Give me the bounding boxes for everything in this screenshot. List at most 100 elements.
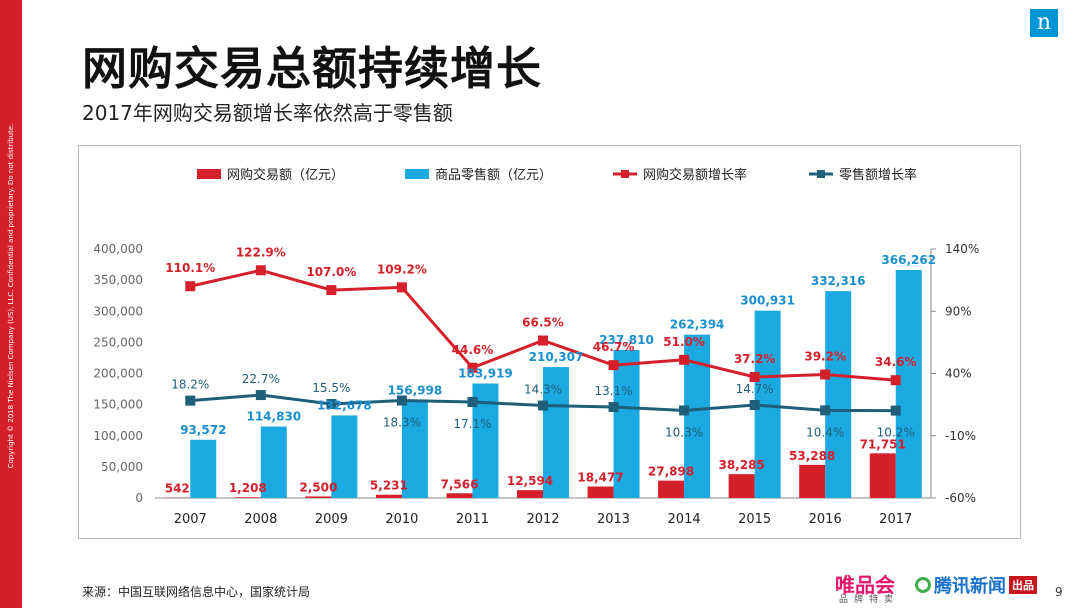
retail-rate-label: 13.1% bbox=[594, 384, 632, 398]
retail-rate-marker bbox=[608, 401, 619, 412]
retail-sales-label: 210,307 bbox=[529, 350, 584, 364]
online-sales-label: 2,500 bbox=[299, 480, 337, 494]
retail-rate-label: 18.3% bbox=[383, 416, 421, 430]
online-rate-label: 34.6% bbox=[875, 355, 917, 369]
copyright-text: Copyright © 2018 The Nielsen Company (US… bbox=[7, 123, 15, 469]
x-axis-tick: 2013 bbox=[597, 512, 630, 527]
left-axis-tick: 300,000 bbox=[93, 304, 143, 318]
online-rate-label: 109.2% bbox=[377, 262, 427, 276]
left-axis-tick: 150,000 bbox=[93, 398, 143, 412]
left-axis-tick: 100,000 bbox=[93, 429, 143, 443]
retail-sales-bar bbox=[543, 367, 569, 498]
source-note: 来源：中国互联网络信息中心，国家统计局 bbox=[82, 585, 311, 599]
retail-sales-label: 132,678 bbox=[317, 398, 372, 412]
retail-sales-label: 114,830 bbox=[246, 410, 301, 424]
right-axis-tick: 140% bbox=[945, 242, 979, 256]
x-axis-tick: 2009 bbox=[315, 512, 348, 527]
online-rate-marker bbox=[326, 285, 337, 296]
online-rate-marker bbox=[255, 265, 266, 276]
online-rate-label: 107.0% bbox=[306, 265, 356, 279]
left-axis-tick: 200,000 bbox=[93, 367, 143, 381]
online-rate-label: 110.1% bbox=[165, 261, 215, 275]
online-sales-bar bbox=[234, 497, 261, 498]
page-number: 9 bbox=[1055, 585, 1063, 599]
retail-rate-label: 15.5% bbox=[312, 381, 350, 395]
retail-rate-label: 14.3% bbox=[524, 382, 562, 396]
online-rate-label: 51.0% bbox=[663, 335, 705, 349]
vip-brand: 唯品会 bbox=[835, 573, 895, 597]
x-axis-tick: 2016 bbox=[809, 512, 842, 527]
retail-rate-marker bbox=[467, 397, 478, 408]
x-axis-tick: 2007 bbox=[174, 512, 207, 527]
tencent-news-brand: 腾讯新闻 出品 bbox=[915, 572, 1037, 598]
online-sales-bar bbox=[375, 494, 402, 498]
retail-sales-label: 93,572 bbox=[180, 423, 226, 437]
retail-rate-label: 22.7% bbox=[242, 372, 280, 386]
online-sales-label: 7,566 bbox=[440, 477, 478, 491]
online-rate-marker bbox=[890, 375, 901, 386]
retail-rate-marker bbox=[326, 399, 337, 410]
legend-swatch bbox=[197, 169, 221, 179]
copyright-strip: Copyright © 2018 The Nielsen Company (US… bbox=[0, 0, 22, 608]
slide-subtitle: 2017年网购交易额增长率依然高于零售额 bbox=[82, 101, 453, 125]
online-rate-marker bbox=[608, 360, 619, 371]
retail-sales-bar bbox=[260, 426, 287, 498]
online-sales-bar bbox=[587, 486, 614, 498]
retail-sales-label: 183,919 bbox=[458, 367, 513, 381]
online-sales-bar bbox=[305, 496, 332, 498]
online-rate-label: 44.6% bbox=[452, 343, 494, 357]
x-axis-tick: 2015 bbox=[738, 512, 771, 527]
retail-sales-label: 300,931 bbox=[740, 294, 795, 308]
nielsen-logo: n bbox=[1030, 9, 1058, 37]
retail-sales-label: 332,316 bbox=[811, 274, 866, 288]
retail-rate-marker bbox=[538, 400, 548, 411]
retail-sales-bar bbox=[401, 400, 428, 498]
retail-sales-bar bbox=[613, 349, 640, 498]
retail-rate-marker bbox=[679, 405, 690, 416]
legend-label: 商品零售额（亿元） bbox=[435, 167, 552, 183]
online-sales-bar bbox=[869, 453, 896, 498]
left-axis-tick: 400,000 bbox=[93, 242, 143, 256]
online-rate-label: 46.7% bbox=[593, 340, 635, 354]
online-sales-bar bbox=[799, 464, 826, 498]
online-rate-label: 66.5% bbox=[522, 316, 564, 330]
online-sales-bar bbox=[517, 490, 543, 498]
vip-brand-sub: 品牌特卖 bbox=[839, 595, 900, 605]
retail-sales-label: 262,394 bbox=[670, 318, 725, 332]
tencent-news-tag: 出品 bbox=[1009, 576, 1037, 594]
online-rate-marker bbox=[749, 371, 760, 382]
right-axis-tick: 40% bbox=[945, 367, 972, 381]
online-sales-label: 18,477 bbox=[577, 470, 623, 484]
retail-sales-label: 237,810 bbox=[599, 333, 654, 347]
online-sales-label: 1,208 bbox=[229, 481, 267, 495]
x-axis-tick: 2011 bbox=[456, 512, 489, 527]
online-sales-bar bbox=[658, 480, 685, 498]
right-axis-tick: -60% bbox=[945, 491, 976, 505]
retail-sales-label: 366,262 bbox=[881, 253, 936, 267]
retail-sales-bar bbox=[190, 439, 217, 498]
retail-rate-label: 10.3% bbox=[665, 425, 703, 439]
left-axis-tick: 350,000 bbox=[93, 273, 143, 287]
online-sales-label: 38,285 bbox=[718, 458, 764, 472]
left-axis-tick: 50,000 bbox=[101, 460, 143, 474]
retail-rate-label: 10.4% bbox=[806, 425, 844, 439]
online-rate-label: 37.2% bbox=[734, 352, 776, 366]
x-axis-tick: 2012 bbox=[526, 512, 559, 527]
retail-rate-marker bbox=[749, 399, 760, 410]
retail-sales-bar bbox=[825, 291, 852, 498]
tencent-news-label: 腾讯新闻 bbox=[934, 576, 1006, 597]
online-sales-label: 12,594 bbox=[507, 474, 553, 488]
legend-label: 网购交易额增长率 bbox=[643, 167, 747, 183]
online-rate-label: 39.2% bbox=[804, 349, 846, 363]
slide-title: 网购交易总额持续增长 bbox=[82, 42, 543, 95]
left-axis-tick: 250,000 bbox=[93, 335, 143, 349]
retail-sales-label: 156,998 bbox=[388, 383, 443, 397]
retail-rate-label: 14.7% bbox=[736, 382, 774, 396]
tencent-news-icon bbox=[915, 577, 931, 593]
retail-rate-marker bbox=[396, 395, 407, 406]
retail-rate-label: 17.1% bbox=[453, 417, 491, 431]
legend-label: 网购交易额（亿元） bbox=[227, 167, 344, 183]
x-axis-tick: 2008 bbox=[244, 512, 277, 527]
online-sales-label: 27,898 bbox=[648, 465, 694, 479]
retail-rate-marker bbox=[255, 390, 266, 401]
